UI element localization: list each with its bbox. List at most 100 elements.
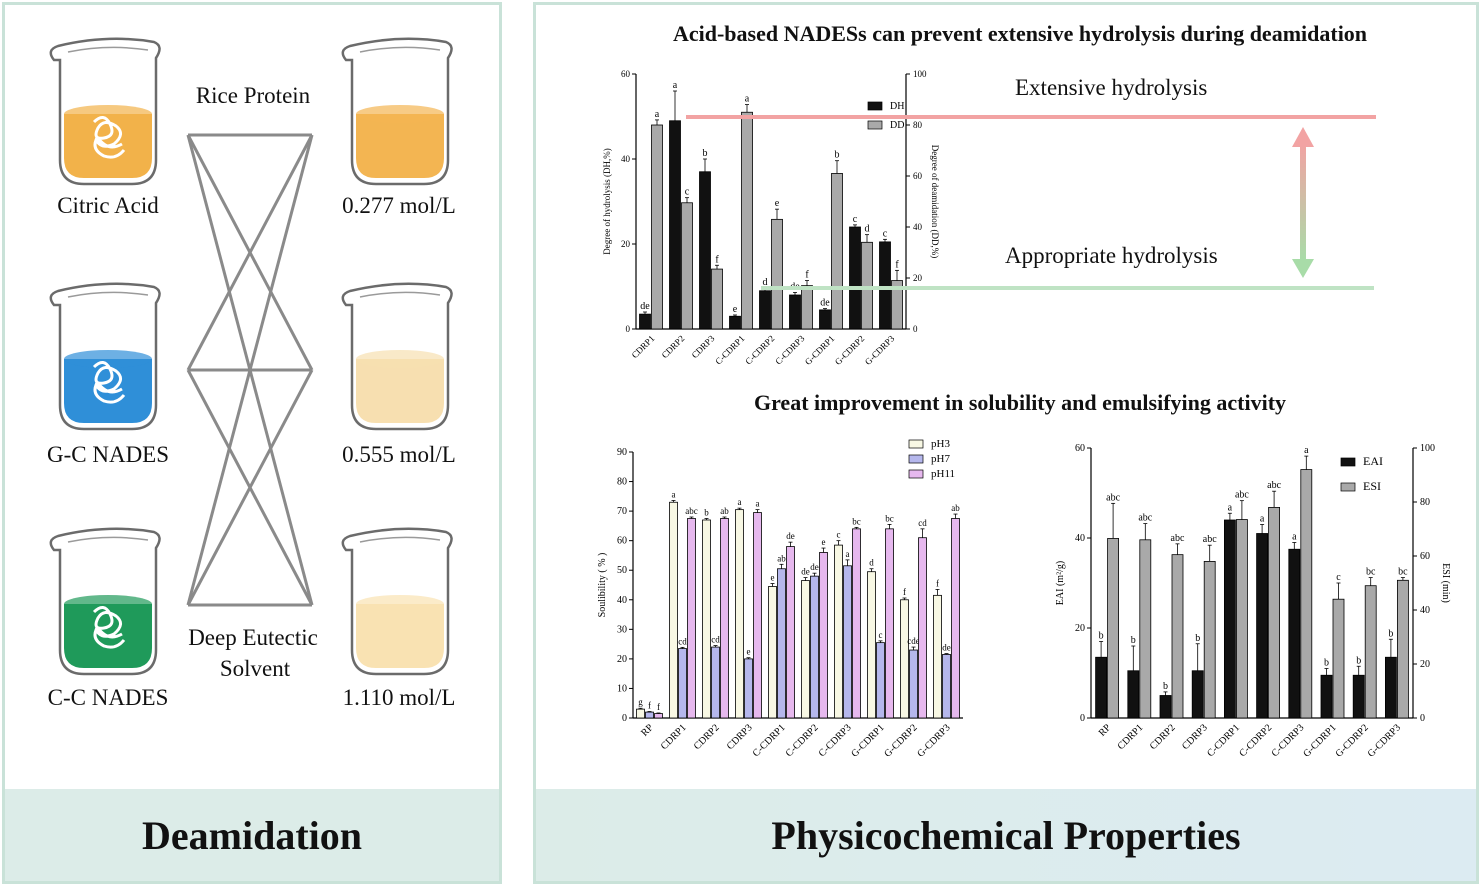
significance-letter: a: [1228, 502, 1233, 513]
significance-letter: c: [685, 187, 690, 198]
solvent-label-gc-nades: G-C NADES: [46, 442, 170, 467]
bar: [1139, 539, 1152, 719]
liquid-surface: [64, 595, 152, 613]
significance-letter: c: [883, 228, 888, 239]
category-label: CDRP1: [1116, 722, 1146, 752]
significance-letter: abc: [1267, 480, 1281, 491]
significance-letter: a: [1260, 514, 1265, 525]
significance-letter: b: [835, 150, 840, 161]
bar: [1191, 670, 1204, 719]
liquid: [356, 359, 444, 423]
liquid-surface: [356, 595, 444, 613]
significance-letter: ab: [720, 506, 729, 516]
y-tick-label-right: 0: [913, 324, 918, 334]
significance-letter: a: [745, 94, 750, 105]
significance-letter: a: [756, 499, 760, 509]
significance-letter: c: [879, 630, 883, 640]
significance-letter: abc: [1235, 490, 1249, 501]
deamidation-scheme: [49, 37, 453, 676]
y-axis-label: Soulibility ( % ): [597, 553, 608, 618]
bar: [654, 713, 663, 719]
double-arrow-icon: [1292, 127, 1314, 278]
properties-banner: Physicochemical Properties: [536, 789, 1476, 881]
significance-letter: cde: [907, 636, 920, 646]
beaker-rim: [359, 46, 441, 53]
protein-icon: [92, 361, 126, 404]
significance-letter: de: [801, 567, 810, 577]
beaker-rim: [359, 536, 441, 543]
bar: [1364, 585, 1377, 719]
beaker-glass: [341, 527, 453, 676]
significance-letter: bc: [1366, 567, 1376, 578]
y-axis-label: EAI (m²/g): [1055, 561, 1066, 605]
significance-letter: cd: [711, 635, 720, 645]
bar: [834, 544, 843, 719]
bar: [1127, 670, 1140, 719]
bar: [852, 528, 861, 719]
bar: [1107, 538, 1119, 719]
significance-letter: ab: [777, 553, 786, 563]
significance-letter: b: [1131, 635, 1136, 646]
legend-swatch: [1340, 457, 1356, 467]
legend-swatch: [867, 120, 883, 130]
significance-letter: bc: [852, 516, 861, 526]
y-tick-label: 40: [617, 595, 627, 606]
bar: [1384, 656, 1397, 719]
bar: [1256, 533, 1269, 719]
significance-letter: de: [640, 301, 650, 312]
bar: [942, 654, 951, 719]
significance-letter: b: [1324, 658, 1329, 669]
liquid-surface: [356, 105, 444, 123]
bar: [744, 658, 753, 719]
y-axis-label-right: ESI (min): [1440, 563, 1451, 603]
significance-letter: f: [648, 700, 651, 710]
significance-letter: b: [704, 508, 709, 518]
category-label: G-CDRP3: [1366, 722, 1403, 759]
y-tick-label: 0: [1080, 713, 1085, 724]
concentration-beaker-3: [341, 527, 453, 676]
significance-letter: d: [869, 558, 874, 568]
y-tick-label-right: 100: [1420, 443, 1435, 454]
significance-letter: c: [1336, 572, 1341, 583]
y-tick-label: 60: [617, 536, 627, 547]
concentration-label-2: 0.555 mol/L: [342, 442, 456, 467]
bar: [819, 552, 828, 719]
category-label: CDRP3: [1180, 722, 1210, 752]
bar: [918, 537, 927, 719]
significance-letter: c: [837, 530, 841, 540]
bar: [909, 649, 918, 719]
significance-letter: abc: [685, 506, 698, 516]
significance-letter: a: [1292, 532, 1297, 543]
concentration-label-1: 0.277 mol/L: [342, 193, 456, 218]
bar: [843, 565, 852, 719]
significance-letter: b: [1163, 681, 1168, 692]
category-label: C-CDRP1: [1205, 722, 1242, 759]
rice-protein-label: Rice Protein: [195, 83, 311, 108]
y-tick-label: 20: [1075, 623, 1085, 634]
category-label: G-CDRP2: [1334, 722, 1371, 759]
significance-letter: a: [672, 489, 676, 499]
bar: [1235, 519, 1248, 719]
significance-letter: a: [655, 109, 660, 120]
bar: [900, 599, 909, 719]
liquid: [356, 604, 444, 668]
bar: [768, 586, 777, 719]
legend-label: DD: [890, 120, 904, 131]
deep-eutectic-label: Deep Eutectic: [188, 625, 318, 650]
extensive-hydrolysis-label: Extensive hydrolysis: [1015, 75, 1208, 100]
bar: [711, 268, 723, 330]
beaker-glass: [341, 37, 453, 186]
beaker-glass: [49, 282, 161, 431]
significance-letter: f: [805, 270, 809, 281]
legend: pH3 pH7 pH11: [908, 438, 955, 480]
category-label: RP: [639, 722, 656, 739]
bar: [669, 501, 678, 719]
category-label: G-CDRP3: [915, 722, 952, 759]
y-tick-label-right: 60: [1420, 551, 1430, 562]
y-axis-label: Degree of hydrolysis (DH,%): [602, 148, 612, 254]
category-label: C-CDRP1: [751, 722, 788, 759]
significance-letter: abc: [1138, 513, 1152, 524]
beaker-rim: [67, 46, 149, 53]
bar: [1159, 695, 1172, 719]
